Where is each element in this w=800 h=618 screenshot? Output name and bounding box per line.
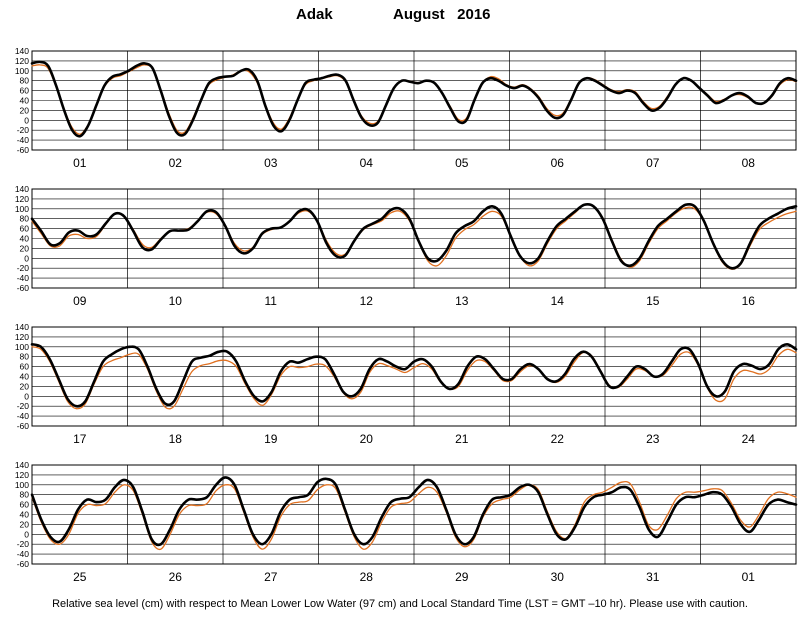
day-label: 13: [455, 294, 469, 308]
y-tick-label: 80: [20, 352, 30, 362]
y-tick-label: 40: [20, 234, 30, 244]
day-label: 12: [360, 294, 374, 308]
day-label: 09: [73, 294, 87, 308]
panel-frame: [31, 50, 797, 151]
chart-title-location: Adak: [296, 6, 333, 23]
day-label: 26: [169, 570, 183, 584]
predicted-series-line: [31, 480, 797, 551]
y-tick-label: 80: [20, 214, 30, 224]
y-tick-label: -20: [17, 125, 30, 135]
y-tick-label: 40: [20, 96, 30, 106]
y-tick-label: 120: [15, 56, 29, 66]
day-label: 30: [551, 570, 565, 584]
day-label: 23: [646, 432, 660, 446]
y-tick-label: 100: [15, 204, 29, 214]
observed-series-line: [30, 60, 798, 138]
day-label: 01: [742, 570, 756, 584]
y-tick-label: -40: [17, 273, 30, 283]
y-tick-label: 120: [15, 470, 29, 480]
day-label: 22: [551, 432, 565, 446]
day-label: 18: [169, 432, 183, 446]
y-tick-label: 40: [20, 372, 30, 382]
day-label: 28: [360, 570, 374, 584]
y-tick-label: 60: [20, 362, 30, 372]
y-tick-label: -40: [17, 411, 30, 421]
y-tick-label: 60: [20, 86, 30, 96]
day-label: 27: [264, 570, 278, 584]
day-label: 29: [455, 570, 469, 584]
day-label: 25: [73, 570, 87, 584]
y-tick-label: 20: [20, 381, 30, 391]
panel-frame: [31, 464, 797, 565]
y-tick-label: -20: [17, 401, 30, 411]
y-tick-label: 20: [20, 243, 30, 253]
y-tick-label: 0: [24, 115, 29, 125]
y-tick-label: 80: [20, 490, 30, 500]
chart-title-month: August 2016: [393, 6, 491, 23]
y-tick-label: 40: [20, 510, 30, 520]
y-tick-label: -60: [17, 559, 30, 569]
y-tick-label: 80: [20, 76, 30, 86]
day-label: 07: [646, 156, 660, 170]
y-tick-label: -60: [17, 145, 30, 155]
y-tick-label: 140: [15, 184, 29, 194]
day-label: 19: [264, 432, 278, 446]
chart-caption: Relative sea level (cm) with respect to …: [52, 598, 748, 610]
y-tick-label: 100: [15, 66, 29, 76]
y-tick-label: 0: [24, 529, 29, 539]
y-tick-label: 140: [15, 322, 29, 332]
y-tick-label: 140: [15, 46, 29, 56]
y-tick-label: -20: [17, 263, 30, 273]
day-label: 10: [169, 294, 183, 308]
y-tick-label: -60: [17, 283, 30, 293]
day-label: 14: [551, 294, 565, 308]
y-tick-label: 20: [20, 105, 30, 115]
day-label: 21: [455, 432, 469, 446]
observed-series-line: [30, 202, 798, 270]
day-label: 08: [742, 156, 756, 170]
observed-series-line: [30, 343, 798, 408]
day-label: 06: [551, 156, 565, 170]
y-tick-label: -20: [17, 539, 30, 549]
y-tick-label: -60: [17, 421, 30, 431]
day-label: 01: [73, 156, 87, 170]
observed-series-line: [30, 476, 798, 547]
day-label: 24: [742, 432, 756, 446]
y-tick-label: -40: [17, 549, 30, 559]
day-label: 20: [360, 432, 374, 446]
day-label: 15: [646, 294, 660, 308]
day-label: 16: [742, 294, 756, 308]
y-tick-label: -40: [17, 135, 30, 145]
day-label: 31: [646, 570, 660, 584]
y-tick-label: 120: [15, 194, 29, 204]
y-tick-label: 100: [15, 342, 29, 352]
day-label: 11: [265, 294, 278, 308]
day-label: 04: [360, 156, 374, 170]
panel-frame: [31, 188, 797, 289]
y-tick-label: 120: [15, 332, 29, 342]
y-tick-label: 0: [24, 253, 29, 263]
panel-frame: [31, 326, 797, 427]
day-label: 03: [264, 156, 278, 170]
y-tick-label: 20: [20, 519, 30, 529]
day-label: 17: [73, 432, 87, 446]
day-label: 02: [169, 156, 183, 170]
y-tick-label: 60: [20, 500, 30, 510]
y-tick-label: 100: [15, 480, 29, 490]
y-tick-label: 0: [24, 391, 29, 401]
y-tick-label: 60: [20, 224, 30, 234]
day-label: 05: [455, 156, 469, 170]
y-tick-label: 140: [15, 460, 29, 470]
